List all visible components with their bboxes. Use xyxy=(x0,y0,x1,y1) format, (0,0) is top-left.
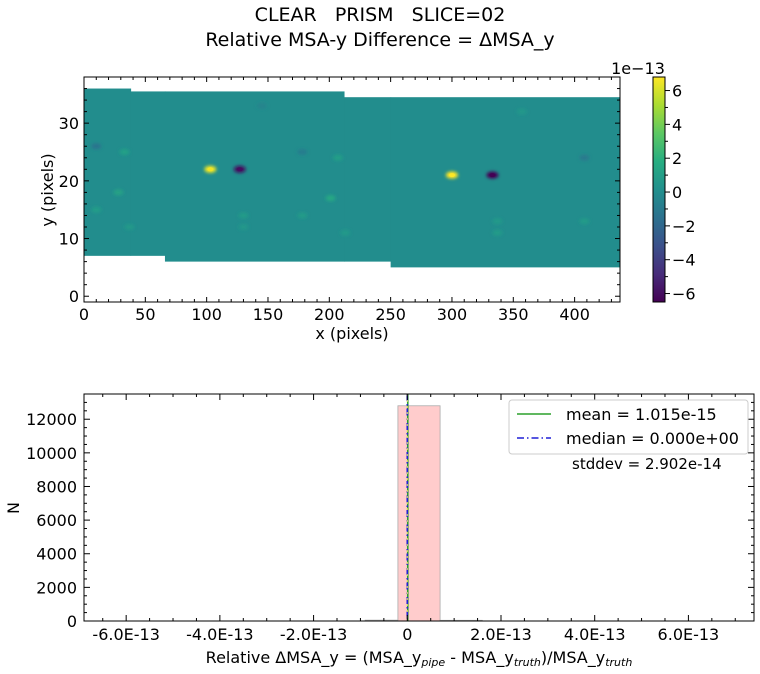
heatmap-spot xyxy=(340,229,351,236)
heatmap-spot xyxy=(579,218,590,225)
heatmap-spot-core xyxy=(448,173,455,178)
histogram-y-ticks: 0 2000 4000 6000 8000 10000 12000 xyxy=(26,401,754,631)
heatmap-frame xyxy=(83,76,621,303)
heatmap-x-ticks: 0 50 100 150 200 250 300 350 400 xyxy=(79,77,612,324)
histogram-x-axis-label: Relative ΔMSA_y = (MSA_ypipe - MSA_ytrut… xyxy=(206,648,633,669)
heatmap-y-tick-label: 10 xyxy=(59,230,79,249)
heatmap-x-tick-label: 0 xyxy=(79,305,89,324)
histogram-bars xyxy=(364,405,483,621)
legend-mean-label: mean = 1.015e-15 xyxy=(566,405,717,424)
heatmap-spot xyxy=(325,195,336,202)
heatmap-spot xyxy=(113,189,124,196)
stddev-annotation: stddev = 2.902e-14 xyxy=(572,455,722,473)
heatmap-spot xyxy=(492,218,503,225)
heatmap-spot-core xyxy=(489,173,496,178)
heatmap-spot xyxy=(256,102,267,109)
histogram-y-tick-label: 4000 xyxy=(36,545,77,564)
heatmap-spot xyxy=(516,108,527,115)
heatmap-spot xyxy=(492,229,503,236)
axis-label-subscript: truth xyxy=(605,656,632,669)
histogram-y-tick-label: 12000 xyxy=(26,410,77,429)
colorbar-tick-label: 4 xyxy=(672,115,682,134)
heatmap-region xyxy=(390,97,620,268)
heatmap-spot xyxy=(238,212,249,219)
heatmap-x-tick-label: 400 xyxy=(559,305,590,324)
heatmap-y-tick-label: 20 xyxy=(59,172,79,191)
histogram-x-ticks: -6.0E-13 -4.0E-13 -2.0E-13 0 2.0E-13 4.0E-13 6… xyxy=(92,394,736,644)
heatmap-x-tick-label: 150 xyxy=(253,305,284,324)
heatmap-spot xyxy=(91,143,102,150)
histogram-frame xyxy=(83,393,755,622)
histogram-y-tick-label: 0 xyxy=(67,612,77,631)
heatmap-y-ticks: 0 10 20 30 xyxy=(59,88,620,306)
heatmap-spot xyxy=(297,149,308,155)
heatmap-spot xyxy=(124,224,135,230)
heatmap-y-tick-label: 30 xyxy=(59,114,79,133)
histogram-x-tick-label: -2.0E-13 xyxy=(280,625,347,644)
histogram-y-tick-label: 10000 xyxy=(26,444,77,463)
heatmap-spot xyxy=(297,212,308,219)
colorbar-gradient xyxy=(652,76,666,303)
histogram-x-tick-label: 4.0E-13 xyxy=(564,625,626,644)
colorbar-tick-label: 2 xyxy=(672,149,682,168)
histogram-y-tick-label: 8000 xyxy=(36,477,77,496)
heatmap-regions xyxy=(84,88,620,268)
histogram-panel: -6.0E-13 -4.0E-13 -2.0E-13 0 2.0E-13 4.0E-13 6… xyxy=(4,393,755,669)
heatmap-spot-core xyxy=(207,167,214,172)
figure-title-line2: Relative MSA-y Difference = ΔMSA_y xyxy=(205,29,555,51)
heatmap-spot xyxy=(579,154,590,161)
histogram-x-tick-label: 0 xyxy=(402,625,412,644)
heatmap-region xyxy=(344,97,392,262)
legend-box xyxy=(508,399,749,455)
heatmap-region xyxy=(164,91,345,262)
colorbar: 6 4 2 0 −2 −4 −6 1e−13 xyxy=(611,59,695,304)
histogram-y-tick-label: 6000 xyxy=(36,511,77,530)
legend-median-label: median = 0.000e+00 xyxy=(566,429,739,448)
histogram-x-tick-label: -4.0E-13 xyxy=(186,625,253,644)
heatmap-y-tick-label: 0 xyxy=(69,287,79,306)
axis-label-text: Relative ΔMSA_y = (MSA_y xyxy=(206,648,422,668)
colorbar-offset-label: 1e−13 xyxy=(611,59,665,78)
heatmap-x-tick-label: 300 xyxy=(437,305,468,324)
histogram-x-tick-label: 6.0E-13 xyxy=(658,625,720,644)
heatmap-panel: 0 50 100 150 200 250 300 350 400 0 10 20 30 x (pixe… xyxy=(38,76,621,343)
axis-label-subscript: pipe xyxy=(420,656,445,669)
heatmap-x-axis-label: x (pixels) xyxy=(315,324,388,343)
heatmap-x-tick-label: 100 xyxy=(191,305,222,324)
axis-label-text: - MSA_y xyxy=(445,648,514,668)
heatmap-x-tick-label: 350 xyxy=(498,305,529,324)
colorbar-tick-label: −4 xyxy=(672,251,696,270)
colorbar-tick-label: −6 xyxy=(672,285,696,304)
histogram-y-tick-label: 2000 xyxy=(36,578,77,597)
heatmap-spots xyxy=(91,102,590,236)
colorbar-tick-label: 0 xyxy=(672,183,682,202)
histogram-y-axis-label: N xyxy=(4,502,23,514)
figure-title-line1: CLEAR PRISM SLICE=02 xyxy=(254,4,506,26)
histogram-x-tick-label: 2.0E-13 xyxy=(470,625,532,644)
heatmap-spot xyxy=(332,154,343,161)
colorbar-tick-label: −2 xyxy=(672,217,696,236)
heatmap-region xyxy=(130,91,166,256)
histogram-bar xyxy=(397,405,441,621)
heatmap-y-axis-label: y (pixels) xyxy=(38,153,57,226)
heatmap-x-tick-label: 200 xyxy=(314,305,345,324)
histogram-x-tick-label: -6.0E-13 xyxy=(92,625,159,644)
colorbar-ticks: 6 4 2 0 −2 −4 −6 xyxy=(665,82,696,304)
heatmap-spot xyxy=(119,149,130,155)
colorbar-tick-label: 6 xyxy=(672,82,682,101)
heatmap-x-tick-label: 250 xyxy=(375,305,406,324)
axis-label-subscript: truth xyxy=(514,656,541,669)
heatmap-spot xyxy=(238,224,249,230)
histogram-legend: mean = 1.015e-15 median = 0.000e+00 xyxy=(508,399,749,455)
heatmap-spot xyxy=(91,206,102,213)
heatmap-x-tick-label: 50 xyxy=(135,305,155,324)
axis-label-text: )/MSA_y xyxy=(541,648,605,668)
heatmap-region xyxy=(84,88,132,256)
heatmap-spot-core xyxy=(236,167,243,172)
